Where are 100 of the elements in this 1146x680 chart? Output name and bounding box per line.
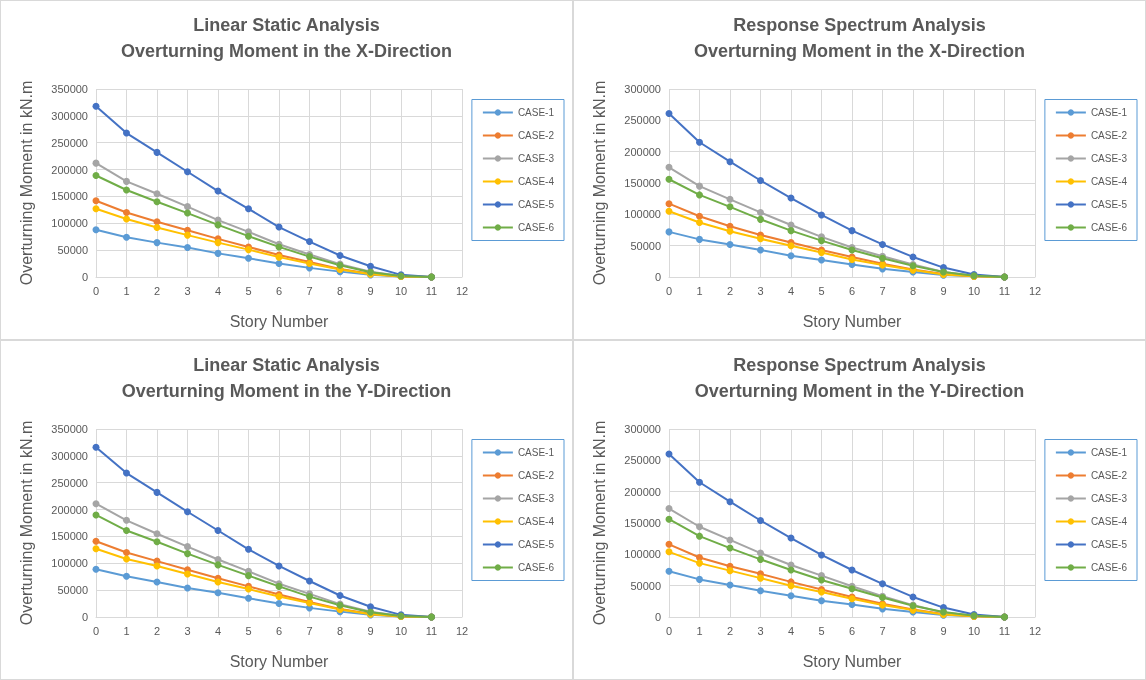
x-tick-label: 5 [818, 624, 825, 637]
point [184, 243, 191, 251]
point [757, 208, 764, 216]
y-tick-label: 300000 [51, 449, 88, 462]
legend-label: CASE-2 [1090, 470, 1128, 481]
point [92, 102, 100, 110]
y-tick-label: 150000 [51, 190, 88, 203]
point [665, 548, 673, 556]
point [757, 215, 764, 223]
point [726, 203, 734, 211]
point [818, 256, 825, 264]
y-tick-label: 200000 [624, 145, 661, 158]
point [696, 212, 703, 220]
point [245, 254, 252, 262]
x-axis-title: Story Number [229, 652, 330, 670]
point [92, 226, 100, 234]
y-axis-title: Overturning Moment in kN.m [17, 420, 35, 626]
point [153, 239, 161, 247]
point [123, 516, 130, 524]
point [757, 574, 764, 582]
point [245, 594, 252, 602]
point [184, 209, 191, 217]
x-tick-label: 12 [1028, 284, 1042, 297]
x-tick-label: 12 [455, 624, 469, 637]
point [92, 205, 100, 213]
point [184, 203, 191, 211]
point [184, 550, 191, 558]
x-tick-label: 9 [367, 624, 374, 637]
point [123, 527, 130, 535]
x-tick-label: 9 [940, 624, 947, 637]
y-tick-label: 200000 [51, 503, 88, 516]
x-tick-label: 8 [336, 284, 344, 297]
legend-label: CASE-4 [1090, 176, 1128, 187]
x-tick-label: 11 [998, 284, 1011, 297]
y-tick-label: 150000 [624, 517, 661, 529]
x-tick-label: 6 [275, 284, 283, 297]
x-axis-title: Story Number [229, 312, 330, 330]
point [153, 530, 161, 538]
x-tick-label: 2 [153, 284, 161, 297]
point [92, 197, 100, 205]
x-tick-label: 3 [184, 624, 191, 637]
point [153, 488, 161, 496]
point [123, 233, 130, 241]
x-tick-label: 3 [757, 624, 764, 637]
legend-label: CASE-2 [1090, 130, 1128, 141]
point [879, 240, 886, 248]
y-tick-label: 0 [654, 271, 661, 283]
y-tick-label: 100000 [51, 217, 88, 230]
point [818, 576, 825, 584]
point [879, 580, 886, 588]
chart-title: Linear Static Analysis [193, 15, 380, 35]
point [367, 262, 374, 270]
y-tick-label: 100000 [624, 548, 661, 561]
point [848, 227, 856, 235]
x-tick-label: 6 [848, 624, 856, 637]
y-axis-title: Overturning Moment in kN.m [17, 80, 35, 286]
y-tick-label: 50000 [57, 584, 88, 597]
x-tick-label: 0 [665, 624, 673, 637]
point [665, 515, 673, 523]
point [153, 148, 161, 156]
y-tick-label: 300000 [624, 423, 661, 435]
legend-label: CASE-4 [517, 516, 555, 527]
point [275, 600, 283, 608]
y-tick-label: 200000 [624, 485, 661, 498]
x-tick-label: 0 [92, 284, 100, 297]
x-tick-label: 4 [214, 624, 222, 637]
point [214, 239, 222, 247]
legend-label: CASE-6 [517, 222, 555, 233]
legend-label: CASE-1 [517, 447, 555, 458]
point [665, 109, 673, 117]
x-tick-label: 4 [787, 624, 795, 637]
y-tick-label: 150000 [51, 530, 88, 543]
legend-label: CASE-6 [1090, 562, 1128, 573]
y-axis-title: Overturning Moment in kN.m [590, 80, 608, 286]
point [665, 505, 673, 513]
y-tick-label: 300000 [624, 83, 661, 95]
point [696, 523, 703, 531]
x-tick-label: 9 [367, 284, 374, 297]
y-tick-label: 100000 [51, 557, 88, 570]
point [757, 555, 764, 563]
legend-label: CASE-1 [1090, 107, 1128, 118]
x-axis-title: Story Number [802, 652, 903, 670]
point [696, 138, 703, 146]
y-tick-label: 250000 [51, 136, 88, 149]
point [123, 186, 130, 194]
chart-subtitle: Overturning Moment in the X-Direction [693, 41, 1026, 61]
y-tick-label: 200000 [51, 163, 88, 176]
y-tick-label: 250000 [51, 476, 88, 489]
x-tick-label: 10 [967, 624, 981, 637]
point [696, 182, 703, 190]
point [757, 587, 764, 595]
point [726, 498, 734, 506]
point [245, 572, 252, 580]
point [757, 549, 764, 557]
point [757, 235, 764, 243]
x-tick-label: 10 [394, 624, 408, 637]
x-tick-label: 5 [818, 284, 825, 297]
x-tick-label: 3 [184, 284, 191, 297]
point [818, 551, 825, 559]
chart-title: Linear Static Analysis [193, 355, 380, 375]
